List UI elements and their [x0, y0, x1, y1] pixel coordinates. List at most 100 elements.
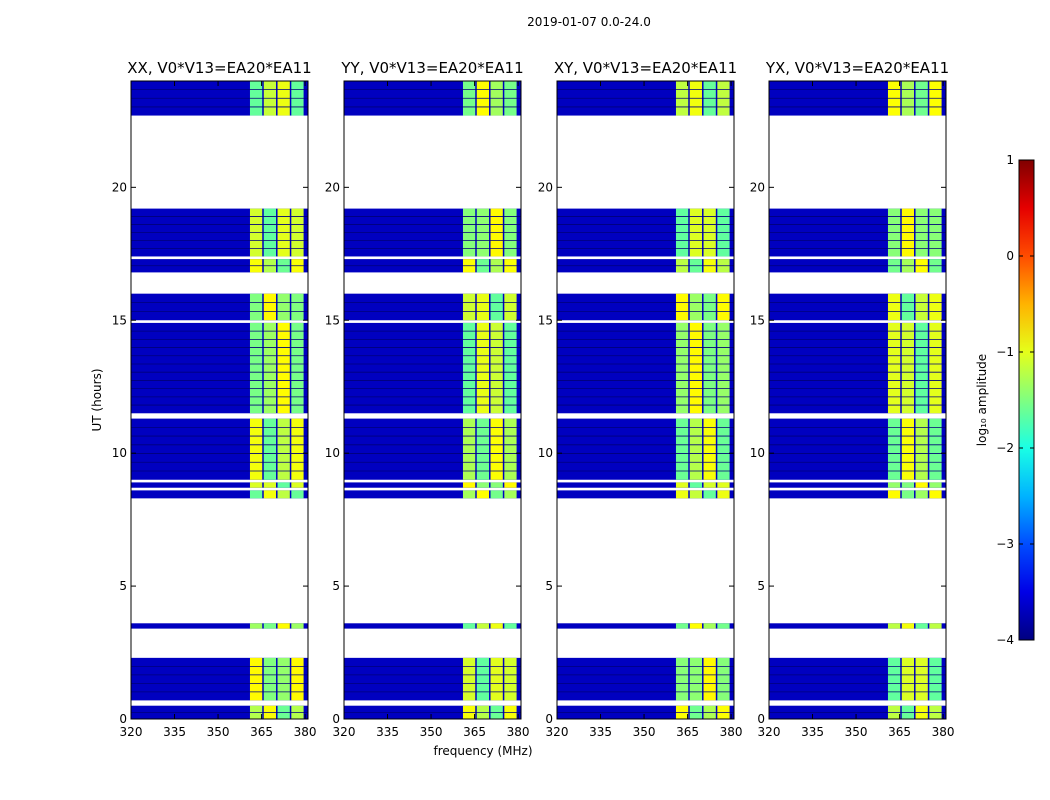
y-tick-label: 10	[325, 446, 340, 460]
signal-column	[504, 482, 517, 488]
signal-column	[717, 490, 730, 499]
axes-frame	[130, 80, 309, 720]
signal-column	[887, 418, 901, 480]
signal-column	[277, 293, 290, 321]
signal-column	[249, 293, 263, 321]
x-tick-label: 320	[546, 725, 569, 739]
signal-column	[504, 657, 517, 701]
signal-column	[263, 490, 277, 499]
signal-column	[249, 482, 263, 488]
y-tick-label: 0	[757, 712, 765, 726]
signal-column	[291, 418, 304, 480]
y-tick-label: 15	[112, 313, 127, 327]
panel-xx: XX, V0*V13=EA20*EA11 320 335 350 365 380 0 5 10 1…	[112, 59, 317, 739]
signal-column	[277, 322, 290, 414]
signal-column	[689, 482, 703, 488]
panel-yx: YX, V0*V13=EA20*EA11 320 335 350 365 380 0 5 10 1…	[750, 59, 955, 739]
signal-column	[915, 482, 928, 488]
x-tick-label: 365	[888, 725, 911, 739]
y-tick-label: 20	[538, 180, 553, 194]
signal-column	[717, 623, 730, 629]
y-tick-label: 0	[332, 712, 340, 726]
signal-column	[476, 322, 490, 414]
signal-column	[901, 322, 915, 414]
signal-column	[490, 322, 503, 414]
y-tick-label: 5	[757, 579, 765, 593]
signal-column	[476, 490, 490, 499]
signal-column	[504, 418, 517, 480]
data-band	[131, 623, 308, 629]
signal-column	[504, 623, 517, 629]
axes-frame	[556, 80, 735, 720]
data-band	[344, 623, 521, 629]
colorbar-gradient	[1018, 159, 1035, 641]
y-tick-label: 15	[538, 313, 553, 327]
signal-column	[717, 418, 730, 480]
y-tick-label: 0	[119, 712, 127, 726]
signal-column	[675, 482, 689, 488]
signal-column	[675, 657, 689, 701]
signal-column	[915, 322, 928, 414]
signal-column	[703, 623, 716, 629]
colorbar-tick-label: 1	[1006, 153, 1014, 167]
x-tick-label: 335	[163, 725, 186, 739]
panel-title: XY, V0*V13=EA20*EA11	[554, 59, 737, 77]
signal-column	[915, 623, 928, 629]
colorbar-tick-label: −1	[996, 345, 1014, 359]
signal-column	[689, 293, 703, 321]
signal-column	[462, 418, 476, 480]
signal-column	[476, 657, 490, 701]
panel-title: YY, V0*V13=EA20*EA11	[340, 59, 523, 77]
signal-column	[291, 623, 304, 629]
colorbar: 1 0 −1 −2 −3 −4	[996, 153, 1035, 647]
signal-column	[277, 482, 290, 488]
signal-column	[462, 322, 476, 414]
y-tick-label: 5	[332, 579, 340, 593]
signal-column	[703, 657, 716, 701]
signal-column	[462, 623, 476, 629]
signal-column	[717, 293, 730, 321]
data-band	[769, 482, 946, 488]
signal-column	[249, 623, 263, 629]
axes-frame	[343, 80, 522, 720]
signal-column	[901, 490, 915, 499]
signal-column	[249, 657, 263, 701]
signal-column	[263, 482, 277, 488]
y-tick-label: 0	[545, 712, 553, 726]
signal-column	[929, 623, 942, 629]
x-tick-label: 380	[294, 725, 317, 739]
x-tick-label: 350	[845, 725, 868, 739]
signal-column	[291, 490, 304, 499]
signal-column	[291, 322, 304, 414]
figure-title: 2019-01-07 0.0-24.0	[527, 15, 651, 29]
signal-column	[263, 657, 277, 701]
signal-column	[462, 490, 476, 499]
signal-column	[901, 657, 915, 701]
signal-column	[263, 293, 277, 321]
x-tick-label: 335	[376, 725, 399, 739]
data-band	[557, 482, 734, 488]
signal-column	[901, 482, 915, 488]
signal-column	[504, 322, 517, 414]
y-tick-label: 5	[545, 579, 553, 593]
panel-yy: YY, V0*V13=EA20*EA11 320 335 350 365 380 0 5 10 1…	[325, 59, 530, 739]
signal-column	[929, 322, 942, 414]
signal-column	[249, 322, 263, 414]
signal-column	[901, 418, 915, 480]
signal-column	[490, 623, 503, 629]
y-tick-label: 15	[750, 313, 765, 327]
signal-column	[689, 322, 703, 414]
signal-column	[717, 482, 730, 488]
signal-column	[929, 293, 942, 321]
y-tick-label: 20	[325, 180, 340, 194]
signal-column	[717, 322, 730, 414]
x-tick-label: 350	[420, 725, 443, 739]
signal-column	[291, 293, 304, 321]
data-band	[344, 490, 521, 499]
signal-column	[887, 490, 901, 499]
signal-column	[490, 657, 503, 701]
data-band	[557, 623, 734, 629]
signal-column	[887, 623, 901, 629]
signal-column	[703, 322, 716, 414]
